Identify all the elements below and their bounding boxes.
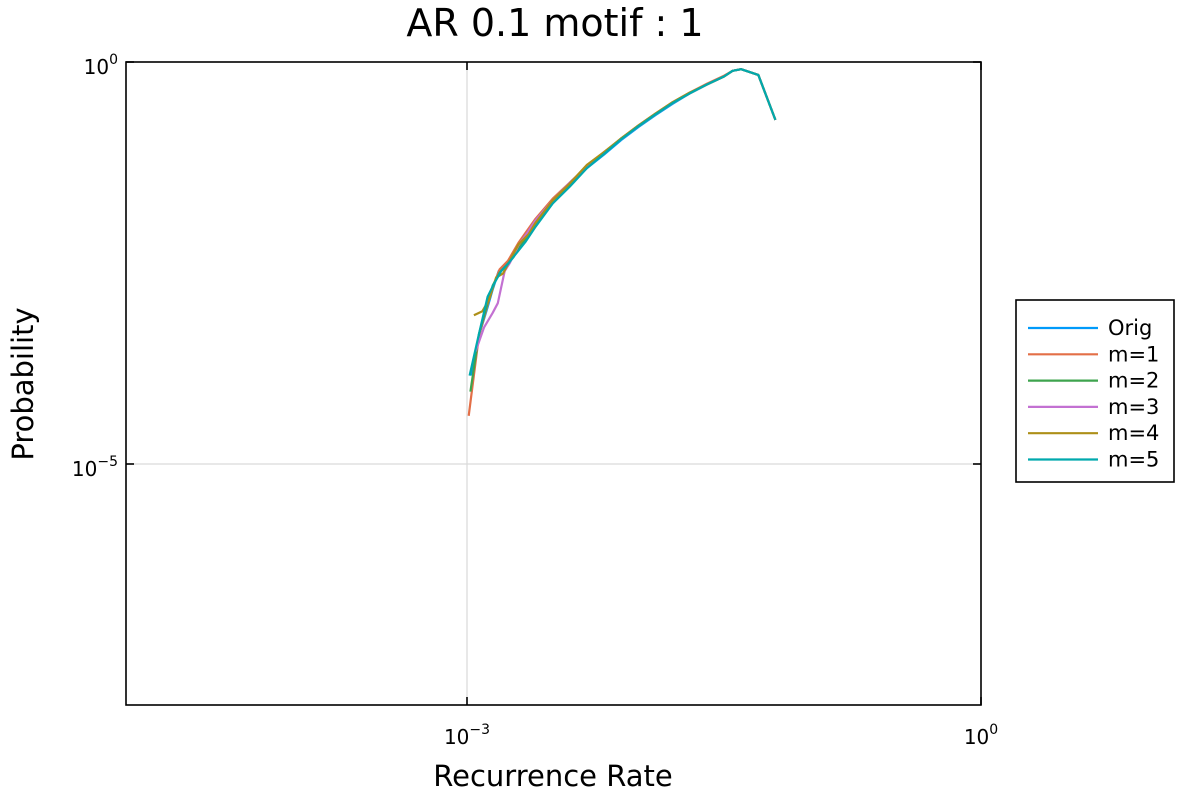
x-axis-title: Recurrence Rate — [433, 759, 672, 793]
series-line-m-4 — [473, 68, 777, 317]
legend-box — [1015, 299, 1175, 483]
legend-label: m=4 — [1108, 421, 1159, 445]
chart-title: AR 0.1 motif : 1 — [406, 1, 703, 45]
legend-label: Orig — [1108, 316, 1152, 340]
series-layer — [467, 68, 777, 416]
legend-label: m=3 — [1108, 395, 1159, 419]
legend-label: m=5 — [1108, 448, 1159, 472]
series-line-m-1 — [467, 68, 777, 416]
x-tick-label: 10−3 — [444, 722, 490, 749]
y-tick-label: 10−5 — [72, 454, 118, 481]
x-tick-label: 100 — [964, 722, 998, 749]
series-line-m-5 — [468, 68, 777, 376]
plot-frame — [125, 61, 982, 706]
axis-ticks: 10−3 100 10−5 100 — [72, 52, 998, 749]
series-line-m-3 — [474, 68, 777, 352]
y-tick-label: 100 — [84, 52, 118, 79]
y-axis-title: Probability — [6, 307, 40, 460]
series-line-m-2 — [469, 68, 777, 392]
legend-label: m=1 — [1108, 342, 1159, 366]
legend-label: m=2 — [1108, 369, 1159, 393]
series-line-orig — [470, 68, 777, 376]
grid — [126, 62, 981, 705]
